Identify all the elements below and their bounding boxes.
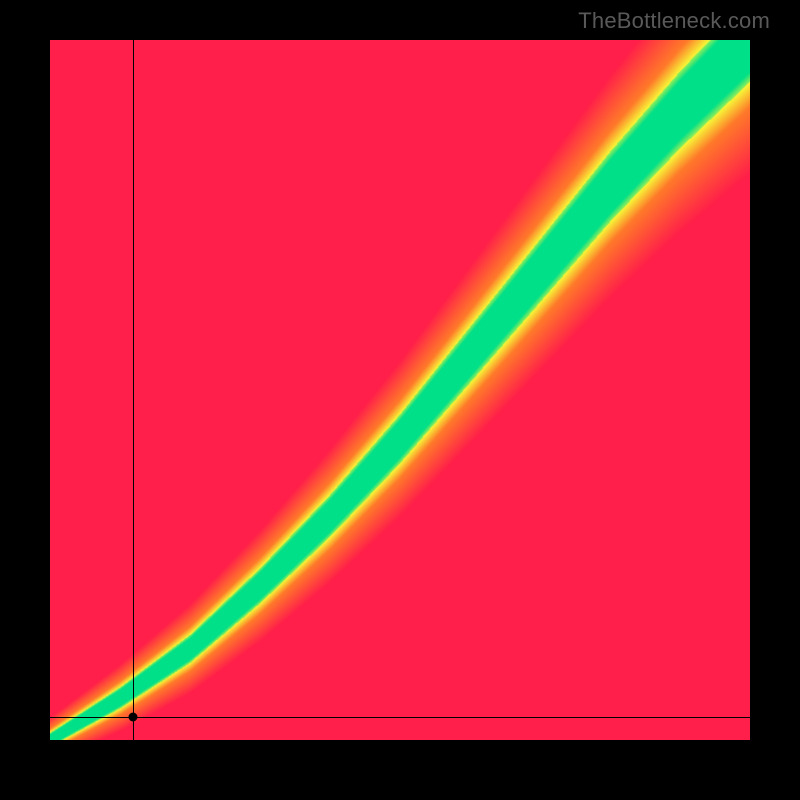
crosshair-horizontal: [50, 717, 750, 718]
crosshair-vertical: [133, 40, 134, 740]
heatmap-plot: [50, 40, 750, 740]
crosshair-marker-dot: [128, 712, 137, 721]
watermark-text: TheBottleneck.com: [578, 8, 770, 34]
heatmap-canvas: [50, 40, 750, 740]
